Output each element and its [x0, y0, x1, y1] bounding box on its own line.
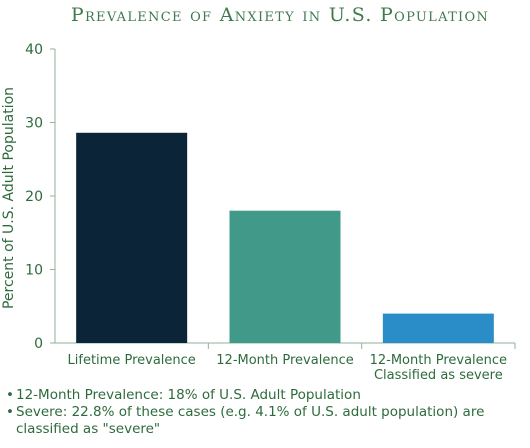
y-tick-label: 20: [25, 189, 43, 205]
y-tick-label: 0: [34, 336, 43, 352]
chart-title: Prevalence of Anxiety in U.S. Population: [70, 4, 490, 26]
bullet-icon: •: [6, 387, 14, 403]
x-tick-label: Lifetime Prevalence: [68, 353, 196, 368]
bar: [382, 313, 494, 343]
y-tick-label: 10: [25, 263, 43, 279]
bar-chart: 0 10 20 30 40 Percent of U.S. Adult Populatio…: [1, 42, 516, 383]
x-tick-label: 12-Month Prevalence: [370, 353, 507, 368]
y-tick-label: 40: [25, 42, 43, 58]
y-axis-label: Percent of U.S. Adult Population: [1, 87, 17, 309]
bar: [229, 210, 341, 343]
note-severe: • Severe: 22.8% of these cases (e.g. 4.1…: [6, 404, 526, 438]
bar: [76, 132, 188, 343]
note-12-month: • 12-Month Prevalence: 18% of U.S. Adult…: [6, 387, 526, 404]
note-text: 12-Month Prevalence: 18% of U.S. Adult P…: [16, 387, 361, 403]
bullet-icon: •: [6, 404, 14, 420]
x-tick-label: Classified as severe: [374, 368, 503, 383]
note-text: Severe: 22.8% of these cases (e.g. 4.1% …: [16, 404, 485, 437]
y-tick-label: 30: [25, 116, 43, 132]
notes: • 12-Month Prevalence: 18% of U.S. Adult…: [6, 387, 526, 438]
x-tick-label: 12-Month Prevalence: [216, 353, 353, 368]
